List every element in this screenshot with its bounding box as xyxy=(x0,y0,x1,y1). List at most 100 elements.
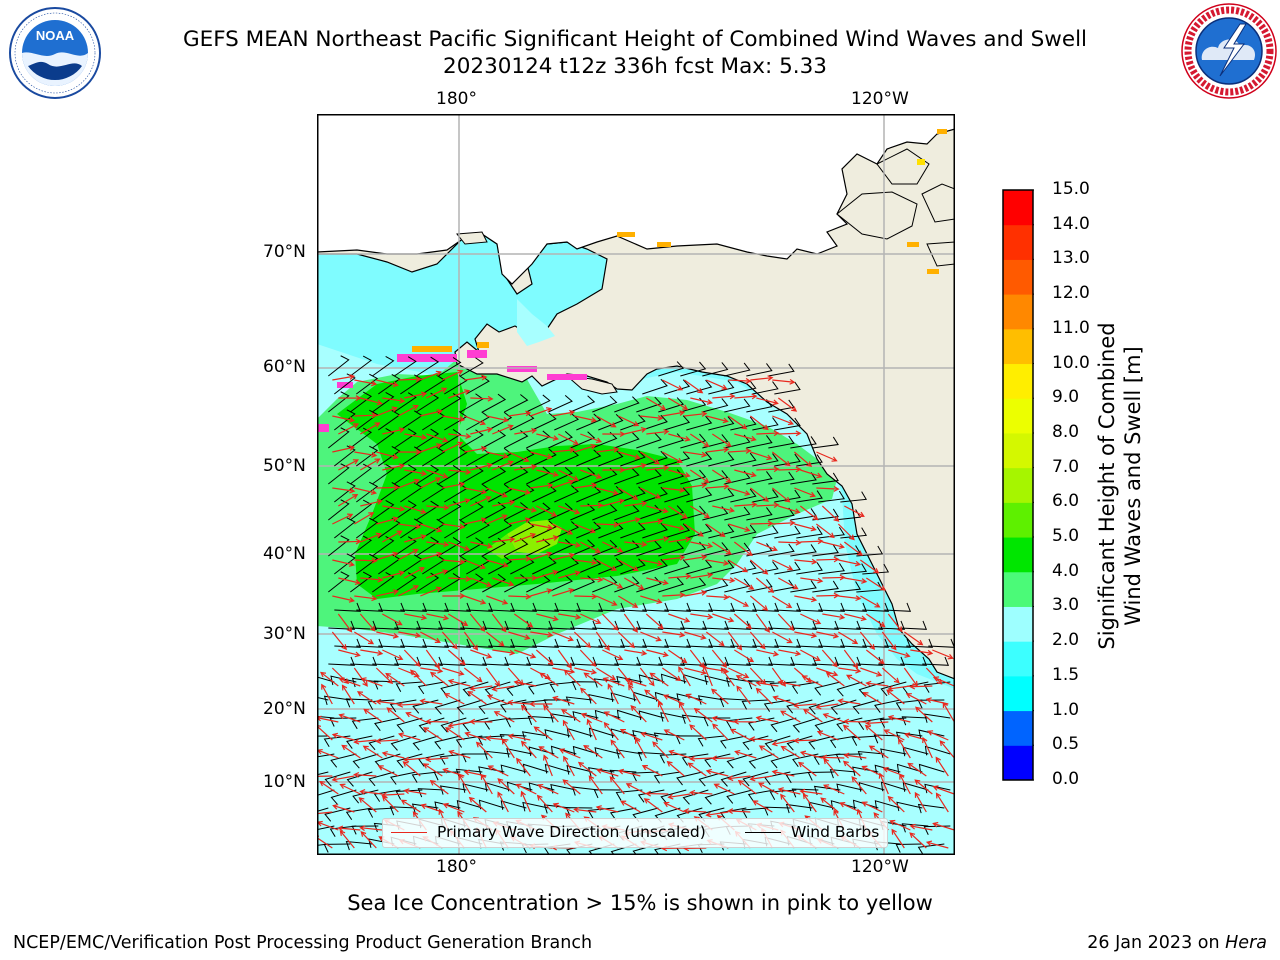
wave-direction-arrow xyxy=(865,720,889,727)
wind-barb xyxy=(378,602,406,612)
wind-barb xyxy=(774,525,801,539)
wave-direction-arrow xyxy=(442,667,465,676)
wind-barb xyxy=(620,450,646,467)
wave-direction-arrow xyxy=(712,469,732,483)
wave-direction-arrow xyxy=(684,451,708,458)
wind-barb xyxy=(510,448,535,467)
wave-direction-arrow xyxy=(939,740,955,759)
wave-direction-arrow xyxy=(403,788,427,795)
wave-direction-arrow xyxy=(932,676,955,687)
noaa-logo-text: NOAA xyxy=(36,28,75,43)
wind-barb xyxy=(724,656,752,666)
wave-direction-arrow xyxy=(404,534,427,543)
colorbar-tick-label: 5.0 xyxy=(1052,526,1080,547)
wind-barb xyxy=(774,453,801,467)
wave-direction-arrow xyxy=(360,397,383,406)
wind-barb xyxy=(504,538,529,557)
wave-direction-arrow xyxy=(558,541,582,548)
wave-direction-arrow xyxy=(820,797,839,813)
wave-direction-arrow xyxy=(799,505,819,521)
wind-barb xyxy=(372,463,395,485)
wind-barb xyxy=(356,445,379,467)
wave-direction-arrow xyxy=(800,538,824,545)
wave-direction-arrow xyxy=(909,683,933,690)
wave-direction-arrow xyxy=(491,613,507,633)
wind-barb xyxy=(896,763,923,774)
wind-barb xyxy=(356,553,379,575)
wave-direction-arrow xyxy=(420,370,442,381)
wave-direction-arrow xyxy=(846,674,867,687)
wind-barb xyxy=(752,453,779,467)
wave-direction-arrow xyxy=(634,737,647,759)
wave-direction-arrow xyxy=(530,631,554,638)
wind-barb xyxy=(548,574,573,593)
wind-barb xyxy=(372,535,395,557)
wave-direction-arrow xyxy=(420,803,443,813)
wave-direction-arrow xyxy=(706,446,730,453)
wave-direction-arrow xyxy=(816,631,840,639)
wave-direction-arrow xyxy=(801,675,823,687)
graticule xyxy=(317,114,955,855)
wind-barb xyxy=(550,783,577,794)
wave-direction-arrow xyxy=(803,708,823,723)
wind-barb xyxy=(434,699,461,715)
wind-barb xyxy=(812,580,839,593)
wind-barb xyxy=(664,379,691,395)
wave-direction-arrow xyxy=(539,672,559,687)
wind-barb xyxy=(522,801,549,812)
wind-barb xyxy=(438,356,462,377)
wave-direction-arrow xyxy=(822,613,846,620)
wave-direction-arrow xyxy=(403,756,427,763)
colorbar-tick-label: 9.0 xyxy=(1052,387,1080,408)
wind-barb xyxy=(328,427,350,449)
wind-barb xyxy=(588,694,615,704)
wind-barb xyxy=(466,602,494,612)
wind-barb xyxy=(416,620,444,630)
wave-direction-arrow xyxy=(861,801,883,813)
wind-barb xyxy=(367,807,395,818)
wind-barb xyxy=(570,620,598,630)
colorbar-tick-label: 0.5 xyxy=(1052,734,1080,755)
wave-direction-arrow xyxy=(420,408,443,417)
wave-direction-arrow xyxy=(887,795,905,813)
wave-direction-arrow xyxy=(624,500,648,507)
wave-direction-arrow xyxy=(727,775,751,782)
wind-barb xyxy=(741,699,769,710)
wind-barb xyxy=(746,363,773,377)
wind-barb xyxy=(730,380,757,395)
wind-barb xyxy=(818,526,845,539)
wave-direction-arrow xyxy=(442,415,466,422)
wave-direction-arrow xyxy=(536,469,559,478)
wave-direction-arrow xyxy=(837,523,855,541)
colorbar-segment xyxy=(1003,537,1033,573)
wave-direction-arrow xyxy=(915,706,933,723)
wave-direction-arrow xyxy=(662,379,684,391)
wave-direction-arrow xyxy=(734,749,757,759)
colorbar-tick-label: 0.0 xyxy=(1052,769,1080,789)
wind-barb xyxy=(412,735,439,751)
wind-barb xyxy=(565,807,593,817)
wave-direction-arrow xyxy=(320,671,339,687)
wave-direction-arrow xyxy=(668,505,688,519)
wave-direction-arrow xyxy=(360,532,382,543)
wave-direction-arrow xyxy=(420,477,442,489)
wave-direction-arrow xyxy=(618,559,639,572)
wind-barb xyxy=(521,699,549,711)
wave-direction-arrow xyxy=(574,559,598,566)
wind-barb xyxy=(730,416,757,431)
wind-barb xyxy=(730,560,757,575)
wave-direction-arrow xyxy=(800,649,821,662)
wind-barb xyxy=(902,782,929,792)
wave-direction-arrow xyxy=(339,829,355,849)
wind-barb xyxy=(330,753,357,768)
wind-barb xyxy=(730,524,757,539)
wave-direction-arrow xyxy=(470,395,494,402)
wave-direction-arrow xyxy=(420,631,441,643)
wind-barb xyxy=(526,502,551,521)
wind-barb xyxy=(774,417,801,431)
wave-direction-arrow xyxy=(705,811,729,818)
wind-barb xyxy=(317,696,329,701)
wind-barb xyxy=(554,602,582,612)
wind-barb xyxy=(345,698,373,708)
wave-direction-arrow xyxy=(602,649,624,661)
